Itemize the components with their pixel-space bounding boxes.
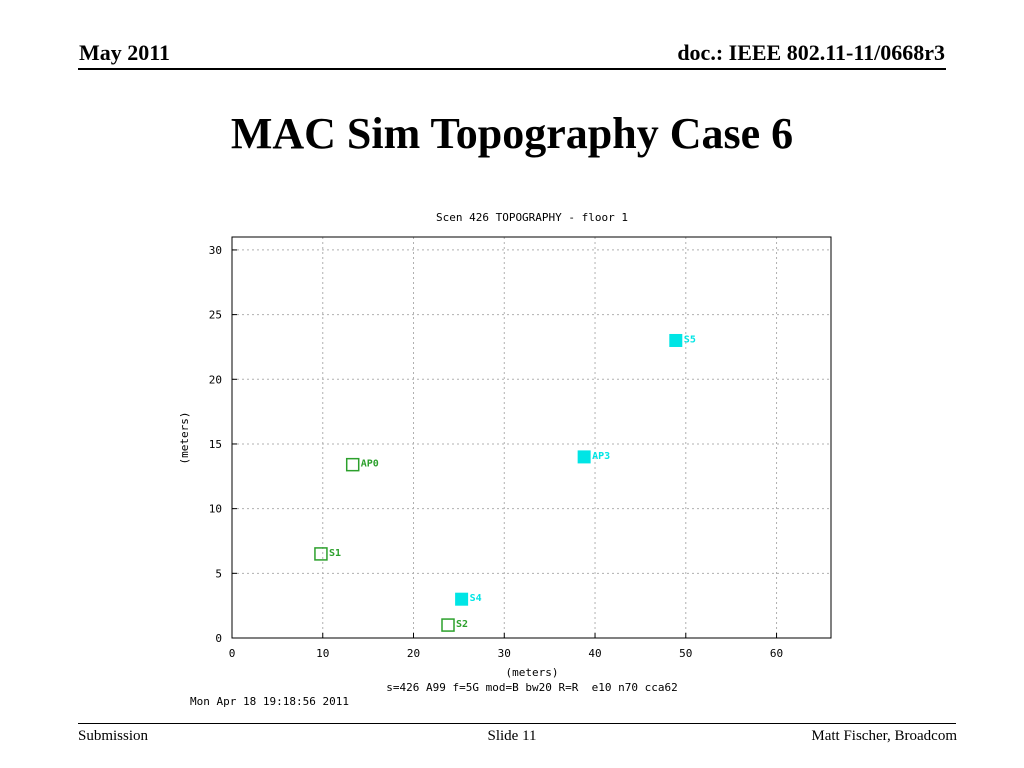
x-tick-label: 40 bbox=[588, 647, 601, 660]
y-tick-label: 15 bbox=[209, 438, 222, 451]
x-axis-label: (meters) bbox=[506, 666, 559, 679]
point-s5-marker bbox=[669, 333, 683, 347]
point-s1-marker bbox=[314, 547, 328, 561]
data-points: AP0 S1 S2 S4 AP3 S5 bbox=[314, 333, 696, 632]
x-tick-label: 0 bbox=[229, 647, 236, 660]
chart-grid bbox=[232, 237, 831, 638]
y-tick-label: 25 bbox=[209, 309, 222, 322]
chart-svg: Scen 426 TOPOGRAPHY - floor 1 0 10 20 30 40 5… bbox=[178, 211, 832, 708]
x-tick-label: 10 bbox=[316, 647, 329, 660]
x-tick-label: 50 bbox=[679, 647, 692, 660]
header-doc-id: doc.: IEEE 802.11-11/0668r3 bbox=[677, 40, 945, 65]
point-s4-label: S4 bbox=[470, 593, 482, 604]
x-tick-label: 20 bbox=[407, 647, 420, 660]
y-tick-label: 0 bbox=[215, 632, 222, 645]
y-tick-label: 20 bbox=[209, 373, 222, 386]
slide-title: MAC Sim Topography Case 6 bbox=[230, 109, 794, 158]
y-tick-label: 5 bbox=[215, 567, 222, 580]
point-s4-marker bbox=[455, 592, 469, 606]
chart-timestamp: Mon Apr 18 19:18:56 2011 bbox=[190, 695, 349, 708]
header-date: May 2011 bbox=[79, 40, 171, 65]
footer-author: Matt Fischer, Broadcom bbox=[811, 728, 957, 744]
footer-slide-number: Slide 11 bbox=[487, 728, 537, 744]
point-s5-label: S5 bbox=[684, 334, 696, 345]
plot-frame bbox=[231, 236, 832, 639]
y-axis-label: (meters) bbox=[178, 412, 191, 465]
chart-title: Scen 426 TOPOGRAPHY - floor 1 bbox=[436, 211, 628, 224]
point-s1-label: S1 bbox=[329, 548, 341, 559]
topography-chart: Scen 426 TOPOGRAPHY - floor 1 0 10 20 30 40 5… bbox=[170, 200, 850, 712]
point-s2-label: S2 bbox=[456, 619, 468, 630]
x-tick-label: 30 bbox=[498, 647, 511, 660]
point-s2-marker bbox=[441, 618, 455, 632]
point-ap3-label: AP3 bbox=[592, 451, 610, 462]
point-ap3-marker bbox=[577, 450, 591, 464]
chart-caption: s=426 A99 f=5G mod=B bw20 R=R e10 n70 cc… bbox=[386, 681, 677, 694]
point-ap0-marker bbox=[345, 457, 360, 472]
footer-divider bbox=[78, 723, 956, 724]
point-ap0-label: AP0 bbox=[361, 459, 379, 470]
header-divider bbox=[78, 68, 946, 70]
y-tick-label: 30 bbox=[209, 244, 222, 257]
y-tick-label: 10 bbox=[209, 503, 222, 516]
x-tick-label: 60 bbox=[770, 647, 783, 660]
axis-ticks: 0 10 20 30 40 50 60 0 5 10 15 20 25 30 bbox=[209, 244, 783, 660]
footer-submission: Submission bbox=[78, 728, 149, 744]
